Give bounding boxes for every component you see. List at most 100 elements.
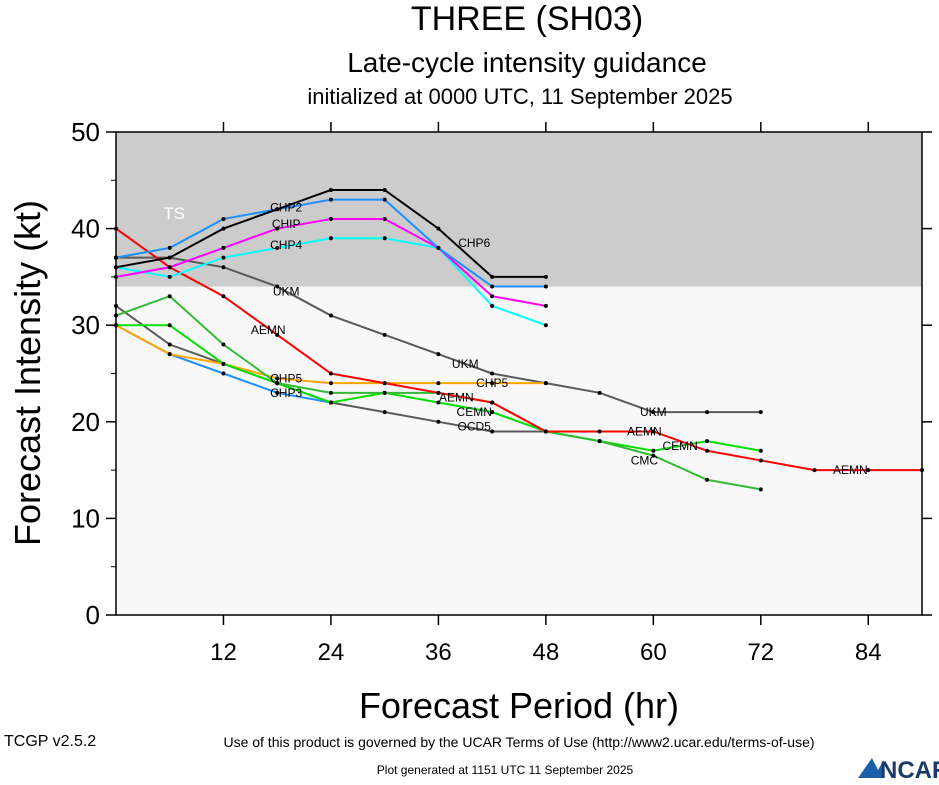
series-label-chp4: CHP4: [270, 238, 302, 252]
x-tick-label: 48: [533, 639, 560, 666]
data-point-chp6: [167, 255, 172, 260]
data-point-ocd5: [167, 342, 172, 347]
series-label-chp6: CHP6: [458, 236, 490, 250]
data-point-chp2: [328, 197, 333, 202]
series-label-aemn: AEMN: [833, 463, 868, 477]
data-point-chp5: [167, 352, 172, 357]
footer-version: TCGP v2.5.2: [4, 733, 96, 750]
data-point-chp5: [328, 381, 333, 386]
data-point-cmc: [382, 390, 387, 395]
data-point-chp3: [221, 371, 226, 376]
data-point-chp6: [436, 226, 441, 231]
data-point-chp4: [275, 245, 280, 250]
series-label-aemn: AEMN: [627, 424, 662, 438]
data-point-aemn: [866, 468, 871, 473]
data-point-chp4: [167, 274, 172, 279]
data-point-chp5: [490, 381, 495, 386]
data-point-cemn: [167, 323, 172, 328]
data-point-chip: [167, 265, 172, 270]
data-point-aemn: [328, 371, 333, 376]
series-label-cemn: CEMN: [457, 405, 492, 419]
data-point-aemn: [382, 381, 387, 386]
y-tick-label: 20: [71, 407, 100, 437]
data-point-ukm: [382, 332, 387, 337]
data-point-chp6: [328, 187, 333, 192]
x-tick-label: 60: [640, 639, 667, 666]
data-point-cemn: [436, 400, 441, 405]
data-point-aemn: [812, 468, 817, 473]
data-point-chp6: [221, 226, 226, 231]
series-label-ukm: UKM: [452, 357, 479, 371]
data-point-chp4: [490, 303, 495, 308]
ncar-logo-text: NCAR: [880, 757, 939, 780]
data-point-cemn: [328, 400, 333, 405]
data-point-chp6: [543, 274, 548, 279]
series-label-chp5: CHP5: [270, 371, 302, 385]
y-tick-label: 50: [71, 117, 100, 147]
data-point-chp5: [543, 381, 548, 386]
data-point-cmc: [275, 381, 280, 386]
data-point-chip: [221, 245, 226, 250]
data-point-chp4: [382, 236, 387, 241]
data-point-chp3: [275, 390, 280, 395]
data-point-cemn: [490, 410, 495, 415]
data-point-aemn: [651, 429, 656, 434]
data-point-ukm: [651, 410, 656, 415]
band-ts: [116, 132, 922, 287]
data-point-cmc: [221, 342, 226, 347]
data-point-ukm: [221, 265, 226, 270]
data-point-ukm: [436, 352, 441, 357]
footer-terms: Use of this product is governed by the U…: [223, 734, 814, 750]
series-label-aemn: AEMN: [251, 323, 286, 337]
data-point-chp6: [382, 187, 387, 192]
data-point-aemn: [758, 458, 763, 463]
footer-generated: Plot generated at 1151 UTC 11 September …: [377, 763, 634, 777]
data-point-ukm: [705, 410, 710, 415]
chart-subtitle: Late-cycle intensity guidance: [347, 47, 707, 78]
data-point-cmc: [597, 439, 602, 444]
data-point-aemn: [221, 294, 226, 299]
y-axis-label: Forecast Intensity (kt): [7, 200, 48, 546]
data-point-cemn: [651, 448, 656, 453]
data-point-aemn: [705, 448, 710, 453]
data-point-aemn: [490, 400, 495, 405]
data-point-aemn: [597, 429, 602, 434]
series-label-chp2: CHP2: [270, 200, 302, 214]
data-point-chp2: [167, 245, 172, 250]
data-point-chp4: [328, 236, 333, 241]
data-point-chp6: [490, 274, 495, 279]
series-label-ukm: UKM: [273, 284, 300, 298]
data-point-ukm: [490, 371, 495, 376]
data-point-chip: [328, 216, 333, 221]
data-point-chp4: [543, 323, 548, 328]
data-point-cmc: [758, 487, 763, 492]
data-point-chp4: [221, 255, 226, 260]
x-tick-label: 12: [210, 639, 237, 666]
data-point-chp6: [275, 207, 280, 212]
data-point-ukm: [597, 390, 602, 395]
x-tick-label: 72: [747, 639, 774, 666]
data-point-chip: [275, 226, 280, 231]
data-point-chp2: [382, 197, 387, 202]
series-line-aemn: [115, 227, 922, 472]
y-tick-label: 30: [71, 310, 100, 340]
series-label-chp5: CHP5: [476, 376, 508, 390]
data-point-ukm: [275, 284, 280, 289]
data-point-cmc: [167, 294, 172, 299]
data-point-ukm: [758, 410, 763, 415]
data-point-cmc: [328, 390, 333, 395]
series-label-ukm: UKM: [640, 405, 667, 419]
data-point-chp5: [436, 381, 441, 386]
y-tick-label: 10: [71, 503, 100, 533]
data-point-ocd5: [382, 410, 387, 415]
data-point-cemn: [221, 361, 226, 366]
series-label-chip: CHIP: [272, 217, 301, 231]
band-label: TS: [163, 204, 185, 223]
series-label-chp3: CHP3: [270, 386, 302, 400]
data-point-chp2: [490, 284, 495, 289]
data-point-cmc: [705, 477, 710, 482]
data-point-ocd5: [490, 429, 495, 434]
y-tick-label: 40: [71, 214, 100, 244]
ncar-logo: NCAR: [858, 757, 939, 784]
